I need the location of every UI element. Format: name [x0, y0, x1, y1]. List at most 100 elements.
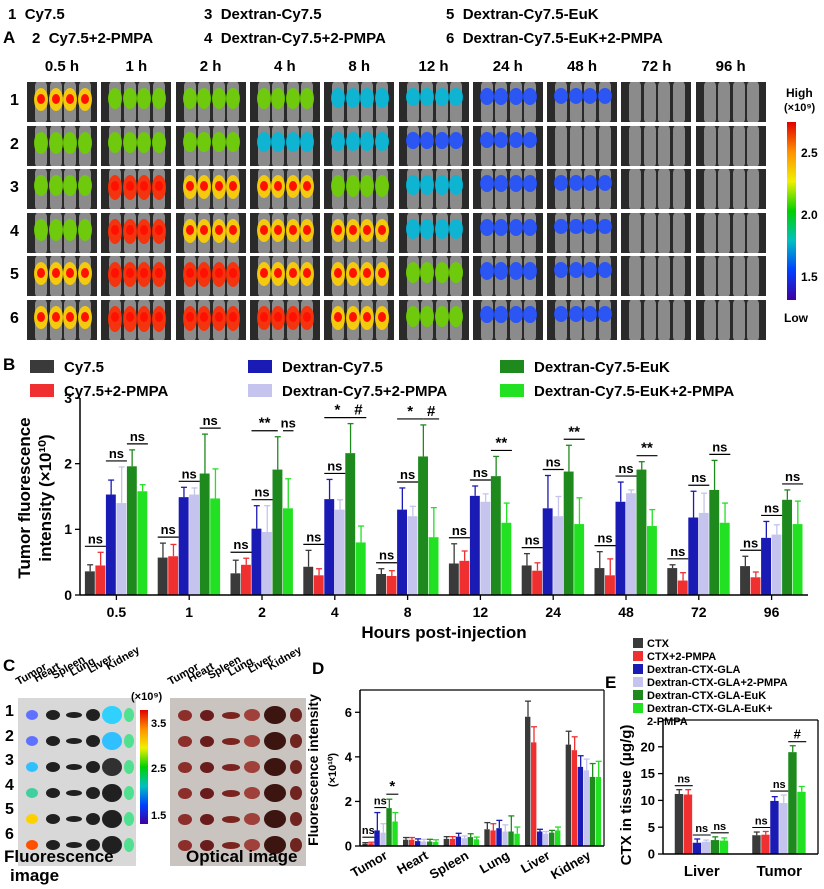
- y-axis-label-2: intensity (×10¹⁰): [36, 434, 55, 561]
- significance-label: ns: [713, 821, 726, 833]
- signal-core: [274, 268, 283, 278]
- signal-spot: [494, 218, 509, 236]
- mouse-silhouette: [197, 169, 212, 209]
- signal-spot: [271, 88, 286, 109]
- signal-core: [303, 311, 312, 322]
- mouse-silhouette: [747, 212, 760, 253]
- organ-photo: [200, 709, 214, 721]
- bar: [480, 501, 491, 595]
- imaging-tile: [101, 212, 172, 253]
- mouse-silhouette: [732, 82, 745, 122]
- signal-spot: [568, 88, 583, 104]
- imaging-tile: [621, 125, 692, 166]
- organ-photo: [222, 711, 240, 719]
- signal-core: [37, 268, 45, 278]
- bar: [407, 516, 418, 595]
- bar: [605, 575, 615, 595]
- organ-signal: [102, 836, 122, 854]
- bar: [740, 566, 750, 595]
- mouse-silhouette: [523, 125, 538, 166]
- mouse-silhouette: [643, 299, 656, 340]
- mouse-silhouette: [211, 169, 226, 209]
- signal-core: [154, 311, 163, 322]
- signal-spot: [420, 88, 434, 107]
- signal-spot: [449, 131, 463, 150]
- bar: [449, 838, 456, 846]
- signal-spot: [523, 88, 538, 105]
- mouse-silhouette: [494, 125, 509, 166]
- mouse-silhouette: [63, 212, 77, 253]
- signal-spot: [420, 218, 434, 239]
- mouse-silhouette: [122, 212, 137, 253]
- colorbar-c-unit: (×10⁹): [131, 691, 163, 703]
- colorbar-c-tick-2: 2.5: [151, 763, 167, 775]
- signal-core: [229, 181, 238, 191]
- mouse-silhouette: [554, 299, 569, 340]
- mouse-silhouette: [643, 256, 656, 296]
- signal-spot: [494, 88, 509, 105]
- mouse-silhouette: [508, 125, 523, 166]
- signal-core: [80, 311, 89, 322]
- timepoint-label: 8 h: [348, 58, 371, 75]
- imaging-tile: [398, 212, 469, 253]
- signal-spot: [420, 175, 434, 195]
- imaging-tile: [547, 169, 618, 209]
- mouse-silhouette: [122, 169, 137, 209]
- mouse-silhouette: [597, 256, 612, 296]
- imaging-tile: [249, 169, 320, 209]
- bar: [469, 495, 480, 595]
- signal-core: [125, 224, 134, 235]
- mouse-silhouette: [672, 82, 685, 122]
- signal-spot: [197, 131, 212, 153]
- organ-photo: [178, 813, 192, 825]
- bar: [782, 499, 792, 595]
- y-tick-label: 5: [648, 820, 655, 835]
- organ-signal: [46, 788, 60, 798]
- significance-label: #: [427, 403, 436, 420]
- mouse-silhouette: [658, 212, 671, 253]
- mouse-silhouette: [271, 299, 286, 340]
- bar: [126, 466, 137, 595]
- organ-signal: [124, 812, 134, 826]
- signal-spot: [122, 131, 137, 153]
- signal-spot: [77, 218, 92, 241]
- signal-spot: [554, 88, 569, 104]
- legend-label: Dextran-CTX-GLA-EuK+: [647, 703, 773, 715]
- imaging-tile: [101, 82, 172, 122]
- mouse-silhouette: [494, 169, 509, 209]
- signal-spot: [434, 262, 449, 283]
- mouse-silhouette: [48, 125, 63, 166]
- mouse-silhouette: [108, 212, 123, 253]
- mouse-silhouette: [137, 299, 152, 340]
- row-number-label: 5: [5, 801, 14, 818]
- imaging-tile: [324, 82, 395, 122]
- mouse-silhouette: [151, 299, 166, 340]
- bar: [490, 830, 496, 846]
- mouse-silhouette: [137, 169, 152, 209]
- organ-signal: [124, 760, 134, 774]
- mouse-silhouette: [345, 299, 360, 340]
- organ-photo: [200, 839, 214, 851]
- signal-spot: [420, 262, 434, 283]
- bar: [386, 575, 397, 595]
- bar: [537, 831, 543, 846]
- mouse-silhouette: [658, 169, 671, 209]
- mouse-silhouette: [508, 256, 523, 296]
- bar: [667, 568, 678, 595]
- signal-core: [303, 224, 312, 235]
- signal-spot: [420, 305, 434, 327]
- mouse-silhouette: [48, 256, 63, 296]
- mouse-silhouette: [479, 169, 494, 209]
- mouse-silhouette: [643, 212, 656, 253]
- imaging-tile: [175, 125, 246, 166]
- mouse-silhouette: [63, 82, 77, 122]
- organ-signal: [26, 788, 38, 798]
- x-tick-label: 4: [331, 604, 339, 620]
- organ-signal: [66, 842, 82, 848]
- organ-photo: [244, 839, 260, 851]
- mouse-silhouette: [34, 125, 48, 166]
- organ-photo: [264, 706, 286, 724]
- imaging-tile: [472, 299, 543, 340]
- signal-spot: [434, 175, 449, 195]
